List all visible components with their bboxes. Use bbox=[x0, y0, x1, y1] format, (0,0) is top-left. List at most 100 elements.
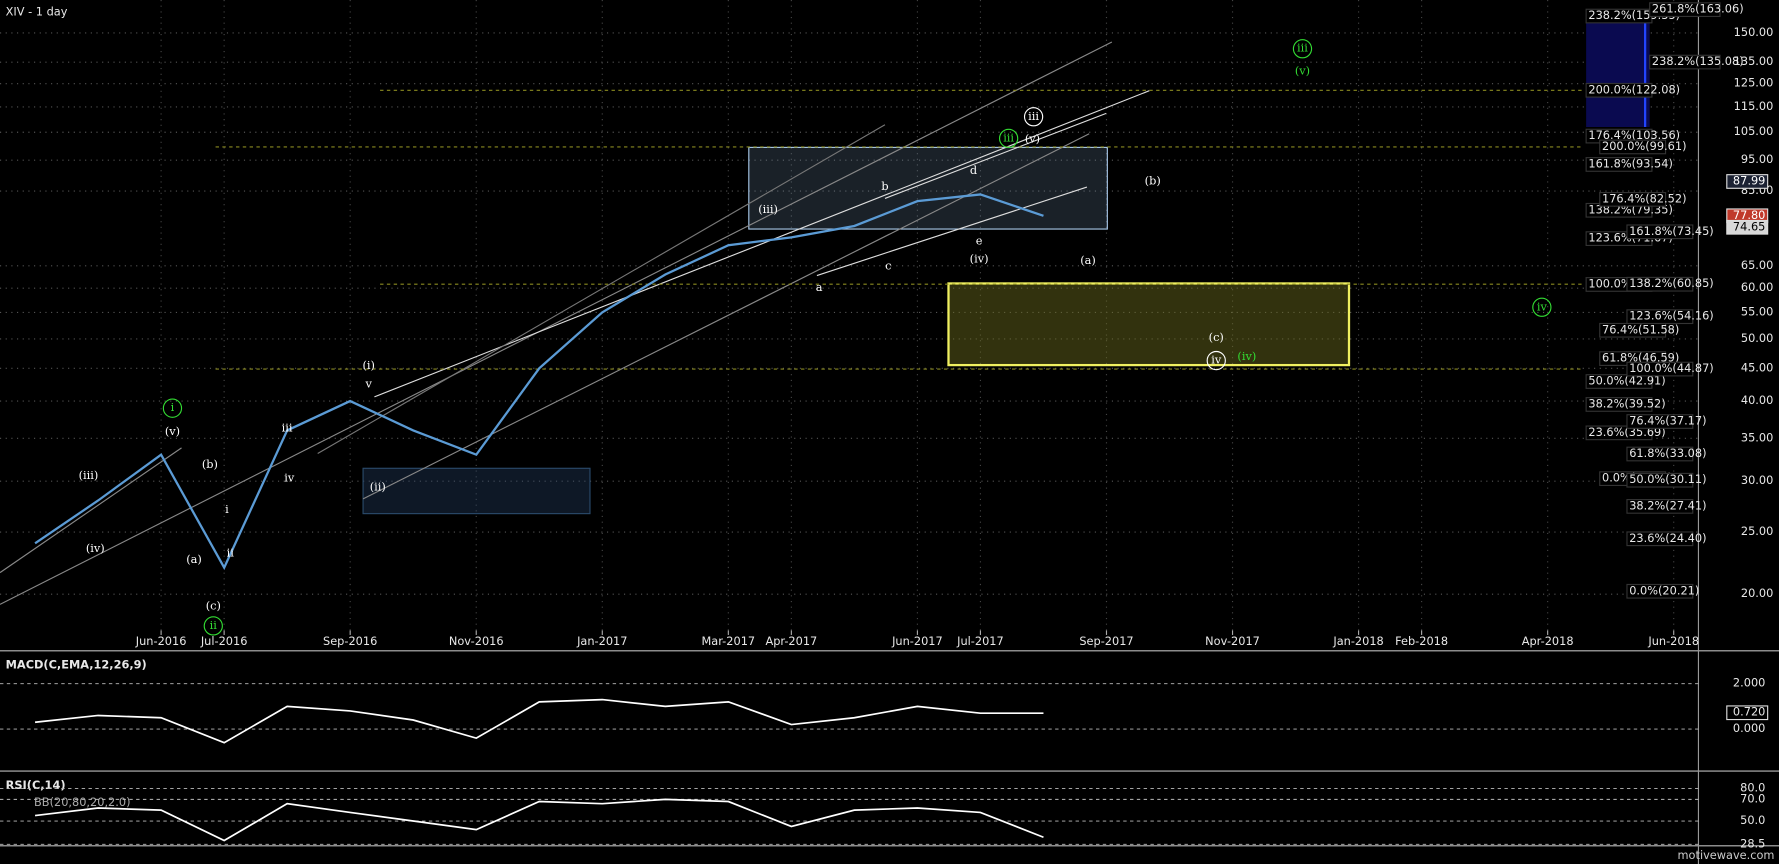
fib-label: 200.0%(99.61) bbox=[1602, 139, 1686, 153]
indicator-marker bbox=[1726, 705, 1769, 721]
wave-label: v bbox=[365, 376, 373, 390]
fib-label: 100.0%(44.87) bbox=[1629, 361, 1713, 375]
indicator-title: MACD(C,EMA,12,26,9) bbox=[6, 658, 147, 672]
y-tick-label: 20.00 bbox=[1741, 586, 1773, 600]
wave-label: i bbox=[171, 400, 175, 414]
chart-title: XIV - 1 day bbox=[6, 4, 68, 18]
wave-label: iii bbox=[1003, 130, 1014, 144]
x-tick-label: Mar-2017 bbox=[702, 634, 756, 648]
wave-label: (v) bbox=[165, 424, 180, 438]
wave-label: (v) bbox=[1295, 63, 1310, 77]
wave-circle bbox=[1532, 297, 1552, 317]
fib-label: 176.4%(103.56) bbox=[1588, 128, 1680, 142]
y-tick-label: 40.00 bbox=[1741, 393, 1773, 407]
fib-label-bg bbox=[1626, 531, 1694, 547]
wave-label: c bbox=[885, 258, 891, 272]
wave-label: a bbox=[816, 280, 823, 294]
indicator-subtitle: BB(20,80,20,2.0) bbox=[34, 795, 130, 809]
support-box bbox=[362, 467, 591, 515]
fib-label-bg bbox=[1599, 139, 1667, 155]
trend-line bbox=[816, 186, 1088, 277]
y-tick-label: 50.0 bbox=[1740, 813, 1765, 827]
indicator-line bbox=[34, 698, 1044, 744]
wave-circle bbox=[203, 616, 223, 636]
y-tick-label: 55.00 bbox=[1741, 304, 1773, 318]
wave-label: e bbox=[976, 234, 983, 248]
trend-line bbox=[317, 124, 886, 455]
wave-label: iv bbox=[1211, 353, 1222, 367]
y-tick-label: 80.0 bbox=[1740, 781, 1765, 795]
wave-label: b bbox=[881, 179, 888, 193]
fib-label: 23.6%(24.40) bbox=[1629, 531, 1706, 545]
y-tick-label: 0.000 bbox=[1733, 721, 1765, 735]
wave-label: ii bbox=[227, 545, 235, 559]
y-tick-label: 70.0 bbox=[1740, 791, 1765, 805]
price-line bbox=[34, 193, 1044, 571]
fib-label-bg bbox=[1626, 224, 1694, 240]
fib-label-bg bbox=[1599, 191, 1667, 207]
fib-label: 76.4%(37.17) bbox=[1629, 414, 1706, 428]
fib-label: 0.0%(20.21) bbox=[1629, 583, 1699, 597]
wave-label: (i) bbox=[362, 358, 374, 372]
fib-label-bg bbox=[1626, 583, 1694, 599]
fib-label-bg bbox=[1626, 499, 1694, 514]
y-tick-label: 25.00 bbox=[1741, 524, 1773, 538]
price-marker bbox=[1726, 219, 1769, 235]
fib-label: 138.2%(60.85) bbox=[1629, 276, 1713, 290]
fib-label: 161.8%(73.45) bbox=[1629, 224, 1713, 238]
y-tick-label: 125.00 bbox=[1734, 76, 1774, 90]
x-tick-label: Apr-2018 bbox=[1522, 634, 1574, 648]
wave-circle bbox=[998, 128, 1019, 148]
wave-circle bbox=[1292, 39, 1313, 59]
x-tick-label: Jan-2018 bbox=[1332, 634, 1383, 648]
wave-label: (iv) bbox=[970, 252, 989, 266]
y-tick-label: 28.5 bbox=[1740, 836, 1765, 850]
fib-label-bg bbox=[1626, 472, 1694, 488]
trend-line bbox=[884, 112, 1107, 199]
x-tick-label: Sep-2016 bbox=[323, 634, 377, 648]
wave-label: i bbox=[225, 502, 229, 516]
wave-label: (c) bbox=[206, 599, 221, 613]
y-tick-label: 30.00 bbox=[1741, 473, 1773, 487]
wave-label: (c) bbox=[1209, 330, 1224, 344]
y-tick-label: 2.000 bbox=[1733, 676, 1765, 690]
fib-label: 261.8%(163.06) bbox=[1652, 2, 1744, 16]
wave-label: (ii) bbox=[370, 480, 386, 494]
fib-label: 161.8%(93.54) bbox=[1588, 156, 1672, 170]
fib-label: 61.8%(33.08) bbox=[1629, 446, 1706, 460]
wave-box bbox=[748, 146, 1108, 230]
x-tick-label: Nov-2017 bbox=[1205, 634, 1260, 648]
y-tick-label: 60.00 bbox=[1741, 280, 1773, 294]
x-tick-label: Nov-2016 bbox=[449, 634, 504, 648]
x-tick-label: Sep-2017 bbox=[1079, 634, 1133, 648]
x-tick-label: Apr-2017 bbox=[765, 634, 817, 648]
fib-label: 176.4%(82.52) bbox=[1602, 191, 1686, 205]
wave-label: (a) bbox=[186, 552, 202, 566]
y-tick-label: 135.00 bbox=[1734, 54, 1774, 68]
wave-label: (iv) bbox=[1237, 349, 1256, 363]
trend-line bbox=[0, 447, 182, 574]
x-tick-label: Jul-2017 bbox=[956, 634, 1004, 648]
fib-label-bg bbox=[1585, 374, 1653, 389]
fib-label: 238.2%(135.08) bbox=[1652, 54, 1744, 68]
wave-label: (b) bbox=[202, 457, 218, 471]
fib-label-bg bbox=[1626, 414, 1694, 429]
fib-label: 38.2%(27.41) bbox=[1629, 498, 1706, 512]
fib-label-bg bbox=[1585, 425, 1653, 441]
x-tick-label: Jun-2018 bbox=[1647, 634, 1699, 648]
wave-label: (iii) bbox=[758, 202, 778, 216]
wave-label: (b) bbox=[1145, 173, 1161, 187]
extension-box bbox=[1586, 11, 1650, 127]
fib-label: 76.4%(51.58) bbox=[1602, 322, 1679, 336]
watermark: motivewave.com bbox=[1678, 848, 1775, 862]
wave-label: iii bbox=[1297, 41, 1308, 55]
y-tick-label: 35.00 bbox=[1741, 430, 1773, 444]
y-tick-label: 105.00 bbox=[1734, 124, 1774, 138]
price-marker-label: 87.99 bbox=[1733, 173, 1765, 187]
fib-label: 50.0%(42.91) bbox=[1588, 374, 1665, 388]
fib-label-bg bbox=[1585, 82, 1653, 98]
wave-label: iii bbox=[282, 421, 293, 435]
y-tick-label: 45.00 bbox=[1741, 360, 1773, 374]
